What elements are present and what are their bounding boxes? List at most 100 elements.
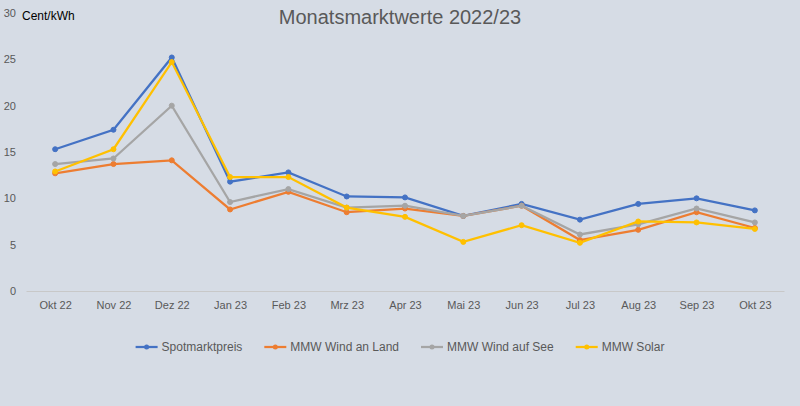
marker — [53, 169, 58, 174]
marker — [169, 103, 174, 108]
legend-label: Spotmarktpreis — [162, 340, 243, 354]
marker — [111, 162, 116, 167]
marker — [111, 147, 116, 152]
y-tick: 10 — [4, 192, 20, 204]
marker — [636, 219, 641, 224]
marker — [169, 60, 174, 65]
legend-marker — [144, 345, 149, 350]
marker — [111, 127, 116, 132]
x-tick-label: Apr 23 — [389, 299, 421, 311]
y-tick-label: 20 — [4, 100, 16, 112]
y-tick-label: 10 — [4, 192, 16, 204]
legend-item: Spotmarktpreis — [136, 340, 243, 354]
x-tick-label: Mrz 23 — [330, 299, 364, 311]
marker — [403, 203, 408, 208]
background — [0, 0, 800, 406]
marker — [694, 196, 699, 201]
legend-marker — [584, 345, 589, 350]
y-tick: 0 — [10, 285, 20, 297]
x-axis-line — [27, 291, 785, 292]
series-line — [55, 62, 755, 243]
x-tick-label: Feb 23 — [272, 299, 306, 311]
marker — [461, 213, 466, 218]
marker — [286, 187, 291, 192]
x-tick-label: Jun 23 — [506, 299, 539, 311]
marker — [577, 232, 582, 237]
marker — [461, 239, 466, 244]
y-tick: 15 — [4, 146, 20, 158]
marker — [228, 200, 233, 205]
y-tick: 5 — [10, 239, 20, 251]
chart: 0 5 10 15 20 25 30 Okt 22 Nov 22 Dez 22 Jan 23 Feb … — [0, 0, 800, 406]
x-tick-label: Dez 22 — [155, 299, 190, 311]
x-tick-label: Sep 23 — [680, 299, 715, 311]
legend-marker — [430, 345, 435, 350]
marker — [461, 213, 466, 218]
y-axis-title: Cent/kWh — [22, 9, 75, 23]
marker — [228, 207, 233, 212]
marker — [344, 194, 349, 199]
series-line — [55, 160, 755, 240]
x-tick-label: Okt 22 — [39, 299, 71, 311]
x-tick: Jan 23 — [214, 291, 247, 311]
x-tick-label: Jul 23 — [566, 299, 595, 311]
x-tick: Mrz 23 — [330, 291, 364, 311]
marker — [461, 213, 466, 218]
x-tick: Apr 23 — [389, 291, 421, 311]
x-tick: Dez 22 — [155, 291, 190, 311]
x-tick: Feb 23 — [272, 291, 306, 311]
marker — [752, 220, 757, 225]
x-tick: Okt 23 — [739, 291, 771, 311]
marker — [519, 203, 524, 208]
marker — [519, 223, 524, 228]
marker — [636, 201, 641, 206]
legend-label: MMW Wind auf See — [447, 340, 554, 354]
y-tick-label: 25 — [4, 53, 16, 65]
y-axis: 0 5 10 15 20 25 30 — [4, 7, 21, 297]
marker — [403, 214, 408, 219]
y-axis-line — [20, 14, 21, 292]
series-markers — [53, 103, 758, 237]
x-tick-label: Okt 23 — [739, 299, 771, 311]
marker — [577, 217, 582, 222]
legend-item: MMW Solar — [576, 340, 665, 354]
marker — [228, 175, 233, 180]
series-line — [55, 57, 755, 219]
legend-marker — [273, 345, 278, 350]
marker — [636, 227, 641, 232]
legend-label: MMW Wind an Land — [290, 340, 399, 354]
y-tick-label: 5 — [10, 239, 16, 251]
y-tick: 30 — [4, 7, 20, 19]
y-tick-label: 30 — [4, 7, 16, 19]
marker — [344, 205, 349, 210]
x-axis: Okt 22 Nov 22 Dez 22 Jan 23 Feb 23 Mrz 23 Apr … — [27, 291, 785, 311]
x-tick-label: Jan 23 — [214, 299, 247, 311]
title: Monatsmarktwerte 2022/23 — [279, 6, 521, 28]
marker — [694, 220, 699, 225]
marker — [53, 147, 58, 152]
marker — [519, 203, 524, 208]
y-tick-label: 15 — [4, 146, 16, 158]
marker — [577, 240, 582, 245]
x-tick: Jul 23 — [566, 291, 595, 311]
marker — [111, 156, 116, 161]
legend-label: MMW Solar — [602, 340, 665, 354]
series-markers — [53, 158, 758, 243]
plot-marks — [53, 55, 758, 245]
marker — [752, 208, 757, 213]
marker — [752, 226, 757, 231]
legend-item: MMW Wind an Land — [264, 340, 399, 354]
y-tick-label: 0 — [10, 285, 16, 297]
marker — [344, 205, 349, 210]
x-tick: Mai 23 — [447, 291, 480, 311]
x-tick: Nov 22 — [97, 291, 132, 311]
x-tick: Jun 23 — [506, 291, 539, 311]
marker — [403, 195, 408, 200]
legend-item: MMW Wind auf See — [421, 340, 554, 354]
marker — [752, 225, 757, 230]
marker — [286, 175, 291, 180]
series-markers — [53, 60, 758, 246]
x-tick: Aug 23 — [621, 291, 656, 311]
marker — [53, 162, 58, 167]
x-tick-label: Mai 23 — [447, 299, 480, 311]
